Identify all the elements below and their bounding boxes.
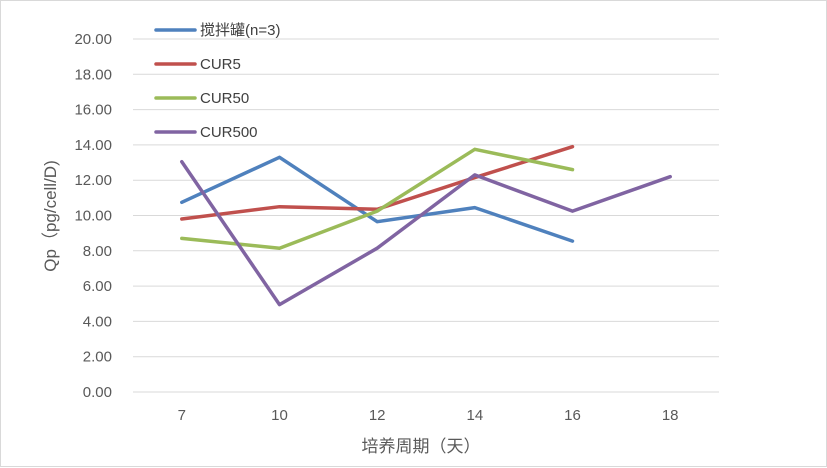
y-tick-label: 8.00 bbox=[83, 243, 112, 260]
x-tick-label: 14 bbox=[466, 407, 483, 424]
x-tick-label: 16 bbox=[564, 407, 581, 424]
y-tick-label: 20.00 bbox=[74, 31, 112, 48]
legend-label: CUR500 bbox=[200, 124, 258, 141]
x-tick-label: 10 bbox=[271, 407, 288, 424]
y-tick-label: 2.00 bbox=[83, 349, 112, 366]
x-axis-title: 培养周期（天） bbox=[362, 437, 481, 456]
series-line bbox=[180, 159, 672, 307]
y-axis-title: Qp（pg/cell/D) bbox=[41, 160, 60, 271]
y-tick-label: 18.00 bbox=[74, 66, 112, 83]
x-tick-label: 18 bbox=[662, 407, 679, 424]
gridlines bbox=[133, 38, 719, 358]
axes: 0.00 2.00 4.00 6.00 8.00 10.00 12.00 14.00 16.00… bbox=[74, 31, 719, 424]
y-tick-label: 4.00 bbox=[83, 313, 112, 330]
legend-label: CUR50 bbox=[200, 90, 249, 107]
series-lines bbox=[180, 144, 672, 307]
series-line bbox=[180, 155, 575, 243]
y-tick-label: 16.00 bbox=[74, 102, 112, 119]
legend-label: CUR5 bbox=[200, 56, 241, 73]
y-tick-label: 10.00 bbox=[74, 208, 112, 225]
y-tick-label: 6.00 bbox=[83, 278, 112, 295]
y-tick-label: 14.00 bbox=[74, 137, 112, 154]
y-tick-label: 0.00 bbox=[83, 384, 112, 401]
y-tick-label: 12.00 bbox=[74, 172, 112, 189]
x-tick-label: 7 bbox=[178, 407, 186, 424]
x-tick-label: 12 bbox=[369, 407, 386, 424]
legend-label: 搅拌罐(n=3) bbox=[200, 22, 280, 39]
legend: 搅拌罐(n=3) CUR5 CUR50 CUR500 bbox=[154, 22, 280, 141]
series-line bbox=[180, 147, 575, 250]
